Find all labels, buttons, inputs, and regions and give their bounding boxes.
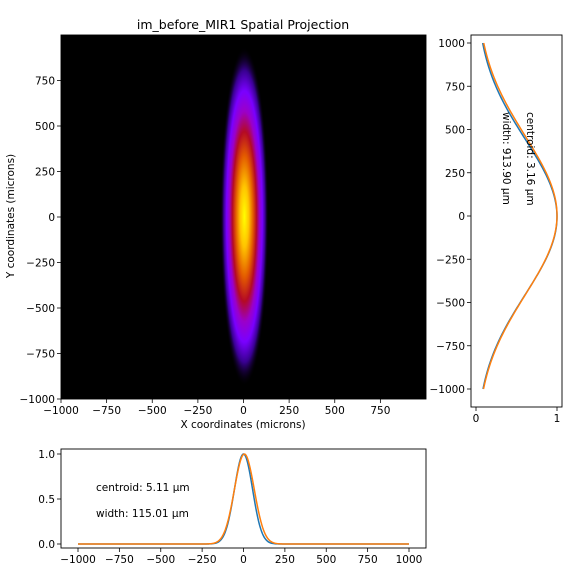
heatmap-y-tick-label: −750 (26, 349, 55, 361)
x-profile-x-tick-label: 750 (358, 554, 378, 566)
y-profile-y-tick-label: 250 (445, 168, 465, 180)
y-profile-x-tick-label: 1 (554, 413, 561, 425)
x-profile-y-ticks: 0.0 0.5 1.0 (38, 449, 61, 551)
x-profile-x-tick-label: 500 (316, 554, 336, 566)
x-profile-x-tick-label: 1000 (396, 554, 423, 566)
x-profile-x-tick-label: −250 (188, 554, 217, 566)
heatmap-x-tick-label: −750 (92, 405, 121, 417)
y-profile-y-tick-label: −500 (436, 298, 465, 310)
beam-spot (220, 46, 269, 387)
heatmap-x-tick-label: 0 (240, 405, 247, 417)
y-profile-series-line (481, 42, 558, 390)
x-profile-series-line (78, 453, 409, 545)
y-centroid-annotation: centroid: 3.16 μm (524, 112, 536, 206)
heatmap-x-tick-label: −1000 (43, 405, 79, 417)
heatmap-y-tick-label: −250 (26, 258, 55, 270)
x-profile-frame (60, 448, 427, 549)
y-profile-y-tick-label: 500 (445, 125, 465, 137)
y-profile-y-tick-label: −1000 (429, 384, 465, 396)
x-profile-series-line (78, 453, 409, 545)
x-profile-y-tick-label: 0.0 (38, 539, 55, 551)
x-profile-x-tick-label: 0 (240, 554, 247, 566)
y-profile-y-tick-label: −250 (436, 254, 465, 266)
y-profile-y-tick-label: −750 (436, 341, 465, 353)
heatmap-y-tick-label: 500 (35, 121, 55, 133)
heatmap-panel: im_before_MIR1 Spatial Projection −1000−… (5, 17, 427, 431)
y-profile-frame (470, 34, 563, 408)
y-profile-y-tick-label: 750 (445, 81, 465, 93)
y-profile-y-tick-label: 0 (458, 211, 465, 223)
y-profile-y-tick-label: 1000 (438, 38, 465, 50)
x-profile-x-ticks: −1000 −750 −500 −250 0 250 500 750 1000 (60, 548, 422, 566)
heatmap-x-tick-label: −500 (138, 405, 167, 417)
x-profile-panel: −1000 −750 −500 −250 0 250 500 750 1000 0.0 0.5 1.… (38, 448, 427, 566)
heatmap-y-tick-label: 250 (35, 167, 55, 179)
heatmap-y-tick-label: 0 (48, 212, 55, 224)
x-profile-y-tick-label: 1.0 (38, 449, 55, 461)
heatmap-y-tick-label: −500 (26, 303, 55, 315)
heatmap-x-tick-label: 250 (279, 405, 299, 417)
y-profile-y-ticks: −1000 −750 −500 −250 0 250 500 750 1000 (429, 38, 471, 396)
x-width-annotation: width: 115.01 μm (96, 508, 189, 520)
x-axis-label: X coordinates (microns) (180, 419, 305, 431)
heatmap-x-ticks: −1000 −750 −500 −250 0 250 500 750 (43, 399, 390, 417)
heatmap-x-tick-label: −250 (183, 405, 212, 417)
heatmap-y-tick-label: −1000 (19, 394, 55, 406)
y-profile-lines (481, 42, 558, 390)
x-profile-x-tick-label: −500 (146, 554, 175, 566)
x-centroid-annotation: centroid: 5.11 μm (96, 482, 190, 494)
y-profile-series-line (482, 42, 558, 390)
x-profile-x-tick-label: 250 (275, 554, 295, 566)
x-profile-y-tick-label: 0.5 (38, 494, 55, 506)
y-profile-x-tick-label: 0 (473, 413, 480, 425)
x-profile-x-tick-label: −1000 (60, 554, 96, 566)
heatmap-y-ticks: −1000 −750 −500 −250 0 250 500 750 (19, 76, 61, 406)
x-profile-x-tick-label: −750 (105, 554, 134, 566)
heatmap-y-tick-label: 750 (35, 76, 55, 88)
heatmap-x-tick-label: 750 (370, 405, 390, 417)
y-axis-label: Y coordinates (microns) (5, 154, 17, 279)
heatmap-x-tick-label: 500 (325, 405, 345, 417)
y-width-annotation: width: 913.90 μm (500, 112, 512, 205)
x-profile-lines (78, 453, 409, 545)
chart-title: im_before_MIR1 Spatial Projection (137, 17, 349, 32)
